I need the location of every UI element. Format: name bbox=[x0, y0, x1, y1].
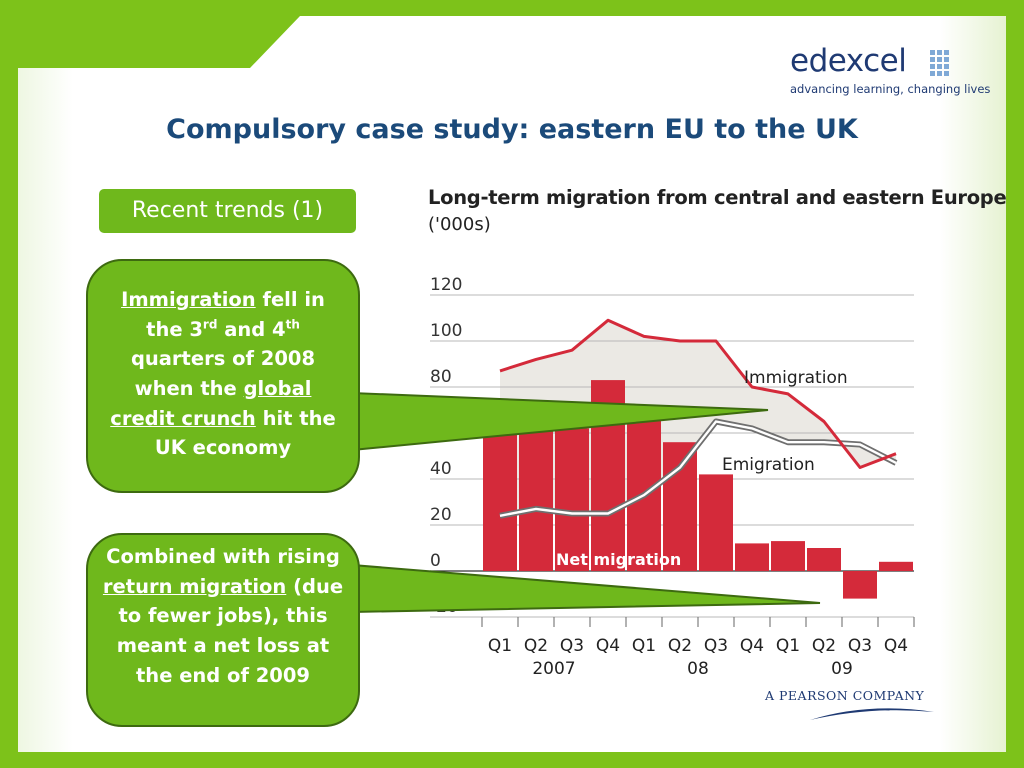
logo-tagline: advancing learning, changing lives bbox=[790, 82, 991, 96]
callout-net-loss: Combined with rising return migration (d… bbox=[86, 533, 360, 727]
x-tick-label: Q2 bbox=[812, 636, 836, 656]
net-migration-bar bbox=[807, 548, 841, 571]
x-tick-label: Q1 bbox=[488, 636, 512, 656]
net-migration-bar bbox=[879, 561, 913, 571]
edexcel-logo: edexcel advancing learning, changing liv… bbox=[790, 43, 991, 97]
net-migration-bar bbox=[699, 474, 733, 571]
net-migration-bar bbox=[555, 428, 589, 571]
y-tick-label: 100 bbox=[430, 321, 462, 341]
immigration-series-label: Immigration bbox=[744, 368, 848, 388]
credit-crunch-link-text: global credit crunch bbox=[110, 376, 312, 430]
net-migration-bar bbox=[771, 541, 805, 571]
x-tick-label: Q1 bbox=[776, 636, 800, 656]
net-migration-series-label: Net migration bbox=[556, 550, 681, 569]
x-tick-label: Q3 bbox=[848, 636, 872, 656]
net-migration-bar bbox=[591, 380, 625, 571]
y-tick-label: 40 bbox=[430, 459, 452, 479]
y-tick-label: -20 bbox=[430, 597, 458, 617]
logo-dots-icon bbox=[930, 50, 949, 76]
x-year-label: 2007 bbox=[532, 659, 575, 679]
section-tag: Recent trends (1) bbox=[99, 189, 356, 233]
y-tick-label: 80 bbox=[430, 367, 452, 387]
y-tick-label: 20 bbox=[430, 505, 452, 525]
x-tick-label: Q3 bbox=[560, 636, 584, 656]
x-tick-label: Q2 bbox=[524, 636, 548, 656]
chart-unit-label: ('000s) bbox=[428, 214, 491, 236]
chart-header: Long-term migration from central and eas… bbox=[428, 186, 1007, 236]
slide-title: Compulsory case study: eastern EU to the… bbox=[166, 114, 858, 145]
immigration-line bbox=[499, 318, 897, 469]
y-tick-label: 120 bbox=[430, 275, 462, 295]
emigration-series-label: Emigration bbox=[722, 455, 815, 475]
x-year-label: 09 bbox=[831, 659, 853, 679]
x-tick-label: Q4 bbox=[884, 636, 908, 656]
x-tick-label: Q4 bbox=[740, 636, 764, 656]
net-migration-bar bbox=[735, 543, 769, 571]
x-tick-label: Q2 bbox=[668, 636, 692, 656]
chart-title: Long-term migration from central and eas… bbox=[428, 186, 1007, 209]
net-migration-bar bbox=[483, 423, 517, 571]
callout-immigration-fall: Immigration fell in the 3rd and 4th quar… bbox=[86, 259, 360, 493]
x-tick-label: Q1 bbox=[632, 636, 656, 656]
y-tick-label: 0 bbox=[430, 551, 441, 571]
net-migration-bar bbox=[519, 428, 553, 571]
net-migration-bar bbox=[843, 571, 877, 599]
return-migration-link-text: return migration bbox=[102, 574, 287, 598]
immigration-link-text: Immigration bbox=[121, 288, 256, 311]
pearson-swoosh-icon bbox=[810, 708, 934, 720]
y-tick-label: 60 bbox=[430, 413, 452, 433]
x-tick-label: Q4 bbox=[596, 636, 620, 656]
x-tick-label: Q3 bbox=[704, 636, 728, 656]
logo-wordmark: edexcel bbox=[790, 43, 907, 79]
x-year-label: 08 bbox=[687, 659, 709, 679]
pearson-label: A PEARSON COMPANY bbox=[765, 688, 925, 703]
